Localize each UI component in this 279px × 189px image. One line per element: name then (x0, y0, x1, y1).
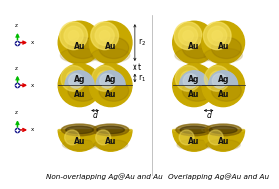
Wedge shape (209, 71, 238, 85)
Wedge shape (65, 71, 94, 85)
Text: Au: Au (218, 42, 229, 51)
Circle shape (202, 21, 244, 64)
Circle shape (68, 30, 79, 41)
Ellipse shape (205, 124, 241, 136)
Text: r$_2$: r$_2$ (138, 37, 146, 48)
Circle shape (183, 74, 198, 88)
Circle shape (208, 26, 227, 45)
Ellipse shape (204, 48, 242, 63)
Ellipse shape (92, 124, 129, 136)
Circle shape (183, 30, 193, 41)
Ellipse shape (62, 139, 97, 150)
Circle shape (60, 22, 87, 50)
Circle shape (58, 64, 101, 107)
Text: Overlapping Ag@Au and Au: Overlapping Ag@Au and Au (168, 174, 269, 180)
Circle shape (91, 22, 119, 50)
Circle shape (173, 64, 215, 107)
Text: d: d (206, 112, 211, 120)
Circle shape (58, 21, 101, 64)
Circle shape (64, 26, 83, 45)
Ellipse shape (177, 139, 211, 150)
Ellipse shape (97, 126, 124, 134)
Text: Non-overlapping Ag@Au and Au: Non-overlapping Ag@Au and Au (46, 174, 163, 180)
Ellipse shape (66, 126, 93, 134)
Circle shape (203, 22, 231, 50)
Text: Au: Au (188, 42, 200, 51)
Ellipse shape (99, 80, 129, 101)
Circle shape (96, 130, 110, 145)
Circle shape (173, 21, 215, 64)
Text: Au: Au (74, 90, 85, 99)
Text: r$_1$: r$_1$ (138, 72, 146, 84)
Text: x: x (31, 40, 34, 45)
Wedge shape (96, 71, 125, 85)
Wedge shape (173, 130, 215, 151)
Ellipse shape (206, 139, 240, 150)
Wedge shape (89, 130, 132, 151)
Wedge shape (202, 130, 244, 151)
Text: Au: Au (218, 90, 229, 99)
Ellipse shape (182, 80, 212, 101)
Text: Au: Au (74, 137, 85, 146)
Text: x: x (31, 127, 34, 132)
Ellipse shape (99, 37, 129, 59)
Ellipse shape (93, 139, 128, 150)
Text: t: t (138, 63, 141, 72)
Circle shape (212, 30, 223, 41)
Ellipse shape (211, 80, 241, 101)
Circle shape (181, 71, 196, 86)
Text: Au: Au (188, 137, 200, 146)
Text: Au: Au (188, 90, 200, 99)
Text: z: z (15, 66, 18, 71)
Text: Ag: Ag (74, 75, 85, 84)
Text: Au: Au (105, 42, 116, 51)
Circle shape (65, 130, 80, 145)
Circle shape (212, 74, 227, 88)
Ellipse shape (176, 124, 212, 136)
Text: d: d (93, 112, 98, 120)
Text: Ag: Ag (218, 75, 229, 84)
Circle shape (69, 74, 83, 88)
Text: Au: Au (218, 137, 229, 146)
Ellipse shape (60, 48, 99, 63)
Circle shape (175, 66, 201, 91)
Circle shape (99, 30, 110, 41)
Circle shape (100, 74, 114, 88)
Circle shape (202, 64, 244, 107)
Ellipse shape (180, 126, 208, 134)
Circle shape (210, 71, 225, 86)
Circle shape (179, 130, 194, 145)
Text: z: z (15, 23, 18, 28)
Ellipse shape (175, 48, 213, 63)
Ellipse shape (61, 124, 98, 136)
Circle shape (179, 26, 198, 45)
Circle shape (89, 64, 132, 107)
Circle shape (95, 26, 114, 45)
Text: Au: Au (105, 90, 116, 99)
Circle shape (174, 22, 202, 50)
Text: x: x (31, 83, 34, 88)
Circle shape (89, 21, 132, 64)
Text: Au: Au (74, 42, 85, 51)
Ellipse shape (92, 48, 130, 63)
Text: Au: Au (105, 137, 116, 146)
Ellipse shape (182, 37, 212, 59)
Circle shape (66, 71, 81, 86)
Circle shape (97, 71, 112, 86)
Text: Ag: Ag (188, 75, 200, 84)
Circle shape (61, 66, 86, 91)
Circle shape (205, 66, 230, 91)
Wedge shape (179, 71, 209, 85)
Circle shape (208, 130, 223, 145)
Wedge shape (58, 130, 101, 151)
Ellipse shape (209, 126, 237, 134)
Circle shape (92, 66, 117, 91)
Ellipse shape (68, 80, 98, 101)
Ellipse shape (211, 37, 241, 59)
Text: Ag: Ag (105, 75, 116, 84)
Ellipse shape (68, 37, 98, 59)
Text: z: z (15, 110, 18, 115)
